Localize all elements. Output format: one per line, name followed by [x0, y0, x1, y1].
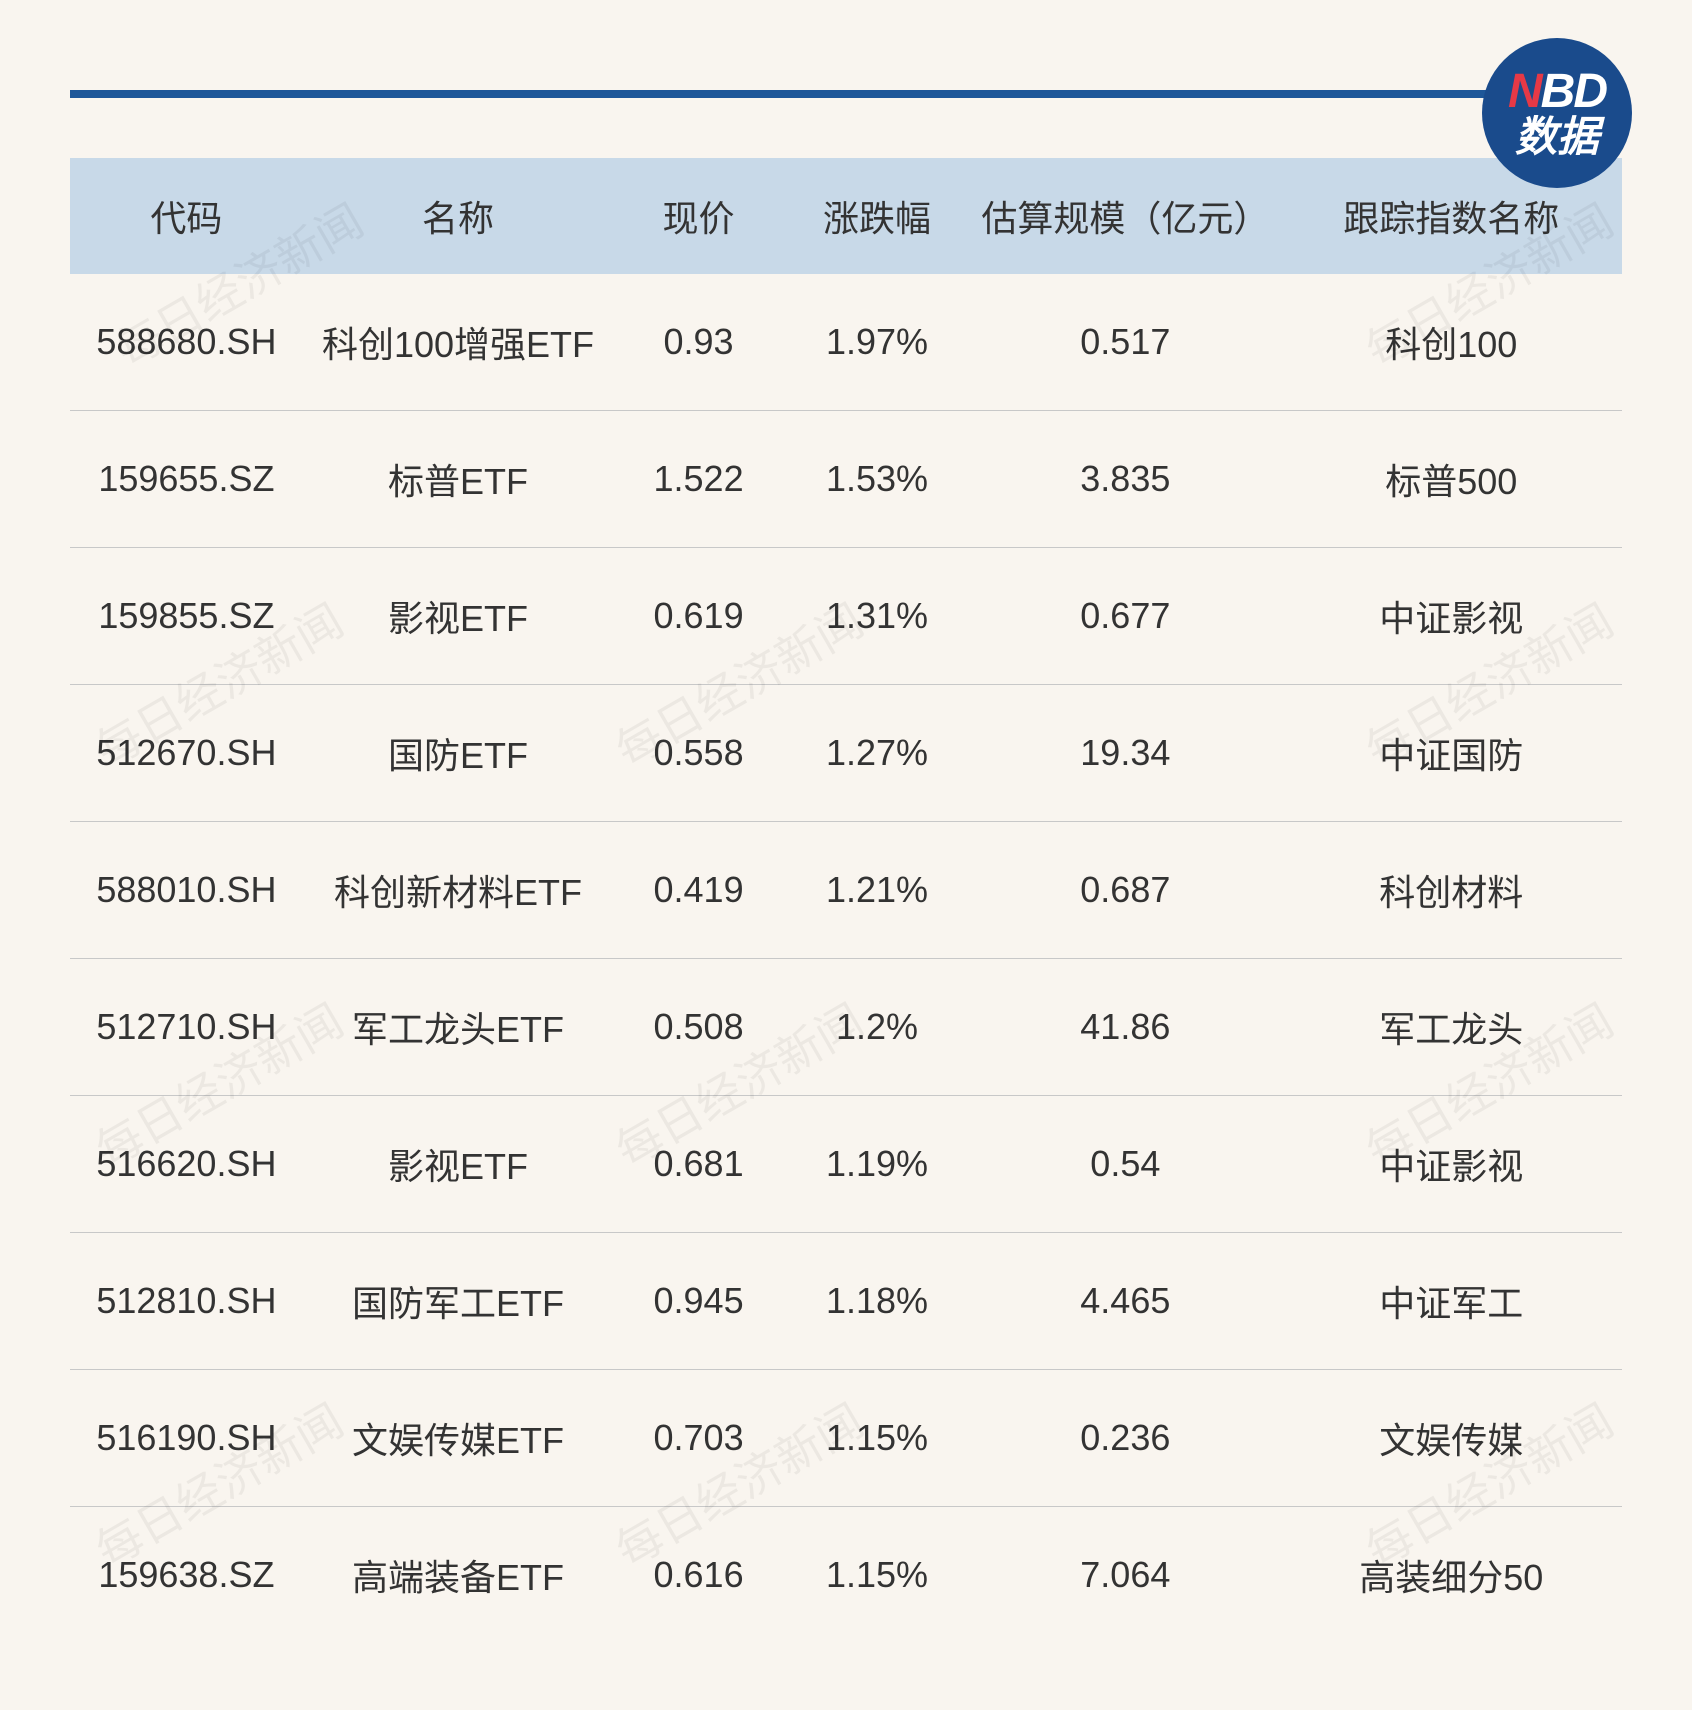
- cell-scale: 4.465: [970, 1233, 1280, 1370]
- header-price: 现价: [613, 158, 784, 274]
- cell-scale: 7.064: [970, 1507, 1280, 1644]
- cell-price: 0.619: [613, 548, 784, 685]
- cell-code: 588680.SH: [70, 274, 303, 411]
- cell-change: 1.15%: [784, 1507, 970, 1644]
- table-body: 588680.SH科创100增强ETF0.931.97%0.517科创10015…: [70, 274, 1622, 1643]
- badge-letter-n: N: [1508, 65, 1541, 118]
- cell-change: 1.2%: [784, 959, 970, 1096]
- cell-price: 0.419: [613, 822, 784, 959]
- cell-name: 标普ETF: [303, 411, 613, 548]
- header-scale: 估算规模（亿元）: [970, 158, 1280, 274]
- table-row: 516620.SH影视ETF0.6811.19%0.54中证影视: [70, 1096, 1622, 1233]
- cell-name: 影视ETF: [303, 548, 613, 685]
- etf-table: 代码 名称 现价 涨跌幅 估算规模（亿元） 跟踪指数名称 588680.SH科创…: [70, 158, 1622, 1643]
- cell-price: 1.522: [613, 411, 784, 548]
- cell-index: 中证军工: [1281, 1233, 1622, 1370]
- table-row: 159655.SZ标普ETF1.5221.53%3.835标普500: [70, 411, 1622, 548]
- cell-price: 0.508: [613, 959, 784, 1096]
- cell-change: 1.27%: [784, 685, 970, 822]
- cell-index: 中证国防: [1281, 685, 1622, 822]
- cell-price: 0.93: [613, 274, 784, 411]
- header-change: 涨跌幅: [784, 158, 970, 274]
- cell-price: 0.703: [613, 1370, 784, 1507]
- cell-index: 标普500: [1281, 411, 1622, 548]
- cell-name: 科创100增强ETF: [303, 274, 613, 411]
- cell-name: 科创新材料ETF: [303, 822, 613, 959]
- header-name: 名称: [303, 158, 613, 274]
- cell-change: 1.15%: [784, 1370, 970, 1507]
- table-row: 512810.SH国防军工ETF0.9451.18%4.465中证军工: [70, 1233, 1622, 1370]
- cell-index: 科创材料: [1281, 822, 1622, 959]
- cell-scale: 3.835: [970, 411, 1280, 548]
- cell-name: 文娱传媒ETF: [303, 1370, 613, 1507]
- cell-code: 159655.SZ: [70, 411, 303, 548]
- cell-scale: 0.54: [970, 1096, 1280, 1233]
- cell-code: 512810.SH: [70, 1233, 303, 1370]
- cell-change: 1.97%: [784, 274, 970, 411]
- cell-index: 科创100: [1281, 274, 1622, 411]
- badge-bottom-text: 数据: [1515, 114, 1599, 160]
- cell-price: 0.681: [613, 1096, 784, 1233]
- cell-code: 159855.SZ: [70, 548, 303, 685]
- table-row: 516190.SH文娱传媒ETF0.7031.15%0.236文娱传媒: [70, 1370, 1622, 1507]
- cell-name: 国防军工ETF: [303, 1233, 613, 1370]
- cell-name: 影视ETF: [303, 1096, 613, 1233]
- table-header-row: 代码 名称 现价 涨跌幅 估算规模（亿元） 跟踪指数名称: [70, 158, 1622, 274]
- cell-change: 1.18%: [784, 1233, 970, 1370]
- cell-change: 1.31%: [784, 548, 970, 685]
- cell-scale: 0.517: [970, 274, 1280, 411]
- cell-index: 文娱传媒: [1281, 1370, 1622, 1507]
- cell-change: 1.21%: [784, 822, 970, 959]
- badge-letters-bd: BD: [1541, 65, 1606, 118]
- badge-top-text: NBD: [1508, 66, 1606, 119]
- cell-scale: 19.34: [970, 685, 1280, 822]
- cell-scale: 0.236: [970, 1370, 1280, 1507]
- cell-price: 0.945: [613, 1233, 784, 1370]
- cell-price: 0.558: [613, 685, 784, 822]
- table-row: 159855.SZ影视ETF0.6191.31%0.677中证影视: [70, 548, 1622, 685]
- cell-code: 516190.SH: [70, 1370, 303, 1507]
- cell-index: 高装细分50: [1281, 1507, 1622, 1644]
- cell-code: 588010.SH: [70, 822, 303, 959]
- cell-index: 中证影视: [1281, 548, 1622, 685]
- cell-index: 中证影视: [1281, 1096, 1622, 1233]
- header-code: 代码: [70, 158, 303, 274]
- cell-change: 1.53%: [784, 411, 970, 548]
- cell-name: 高端装备ETF: [303, 1507, 613, 1644]
- cell-scale: 0.687: [970, 822, 1280, 959]
- header-divider: [70, 90, 1602, 98]
- cell-name: 国防ETF: [303, 685, 613, 822]
- table-row: 588010.SH科创新材料ETF0.4191.21%0.687科创材料: [70, 822, 1622, 959]
- cell-code: 512710.SH: [70, 959, 303, 1096]
- cell-price: 0.616: [613, 1507, 784, 1644]
- cell-scale: 0.677: [970, 548, 1280, 685]
- table-row: 512670.SH国防ETF0.5581.27%19.34中证国防: [70, 685, 1622, 822]
- cell-code: 512670.SH: [70, 685, 303, 822]
- cell-code: 516620.SH: [70, 1096, 303, 1233]
- cell-index: 军工龙头: [1281, 959, 1622, 1096]
- nbd-badge: NBD 数据: [1482, 38, 1632, 188]
- table-row: 512710.SH军工龙头ETF0.5081.2%41.86军工龙头: [70, 959, 1622, 1096]
- cell-change: 1.19%: [784, 1096, 970, 1233]
- table-row: 159638.SZ高端装备ETF0.6161.15%7.064高装细分50: [70, 1507, 1622, 1644]
- cell-scale: 41.86: [970, 959, 1280, 1096]
- cell-name: 军工龙头ETF: [303, 959, 613, 1096]
- table-row: 588680.SH科创100增强ETF0.931.97%0.517科创100: [70, 274, 1622, 411]
- cell-code: 159638.SZ: [70, 1507, 303, 1644]
